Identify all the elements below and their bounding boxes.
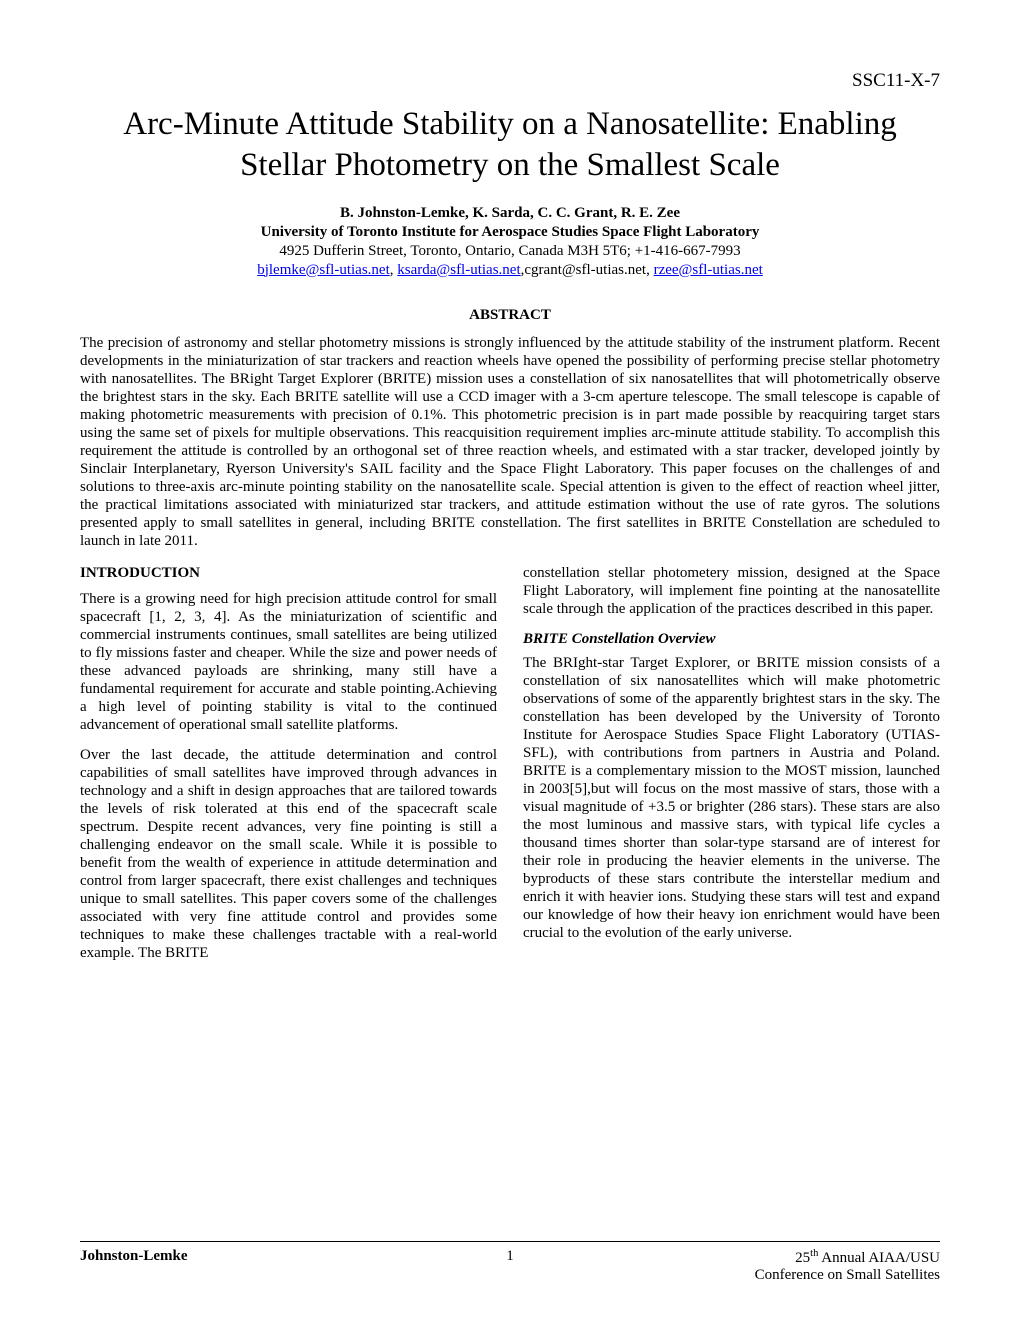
right-paragraph-1: constellation stellar photometery missio… [523,564,940,618]
separator: , [646,262,654,278]
intro-paragraph-2: Over the last decade, the attitude deter… [80,746,497,962]
footer-conference-line2: Conference on Small Satellites [755,1267,940,1283]
abstract-text: The precision of astronomy and stellar p… [80,334,940,550]
paper-title: Arc-Minute Attitude Stability on a Nanos… [80,104,940,187]
intro-paragraph-1: There is a growing need for high precisi… [80,590,497,734]
right-paragraph-2: The BRIght-star Target Explorer, or BRIT… [523,654,940,942]
email-plain-3: cgrant@sfl-utias.net [524,262,646,278]
paper-id: SSC11-X-7 [80,70,940,92]
abstract-heading: ABSTRACT [80,307,940,324]
authors-line: B. Johnston-Lemke, K. Sarda, C. C. Grant… [80,205,940,222]
footer-page-number: 1 [80,1248,940,1265]
email-link-4[interactable]: rzee@sfl-utias.net [654,262,763,278]
email-link-1[interactable]: bjlemke@sfl-utias.net [257,262,390,278]
address-line: 4925 Dufferin Street, Toronto, Ontario, … [80,243,940,260]
footer-rule [80,1241,940,1242]
introduction-heading: INTRODUCTION [80,564,497,582]
emails-line: bjlemke@sfl-utias.net, ksarda@sfl-utias.… [80,262,940,279]
page-footer: Johnston-Lemke 1 25th Annual AIAA/USU Co… [80,1248,940,1284]
brite-overview-heading: BRITE Constellation Overview [523,630,940,648]
body-columns: INTRODUCTION There is a growing need for… [80,564,940,974]
right-column: constellation stellar photometery missio… [523,564,940,974]
left-column: INTRODUCTION There is a growing need for… [80,564,497,974]
email-link-2[interactable]: ksarda@sfl-utias.net [397,262,520,278]
affiliation: University of Toronto Institute for Aero… [80,224,940,241]
